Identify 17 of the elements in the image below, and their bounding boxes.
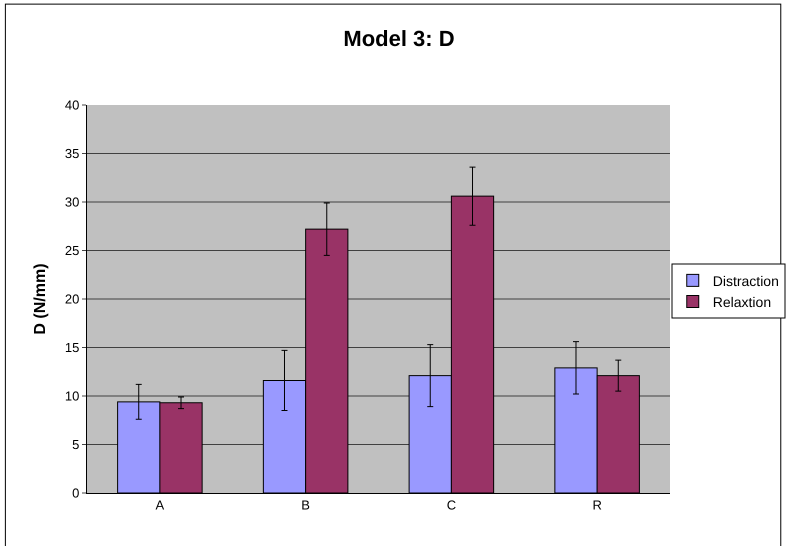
- x-tick-label: R: [592, 498, 602, 513]
- chart-title: Model 3: D: [343, 26, 455, 51]
- y-tick-label: 10: [64, 388, 80, 404]
- y-tick-label: 35: [64, 146, 80, 162]
- x-tick-label: B: [301, 498, 310, 513]
- y-tick-label: 40: [64, 98, 80, 113]
- y-tick-label: 5: [72, 437, 80, 452]
- y-tick-label: 20: [64, 292, 80, 307]
- x-tick-label: C: [446, 498, 456, 513]
- y-tick-label: 15: [64, 340, 80, 356]
- y-tick-label: 25: [64, 243, 80, 258]
- y-axis-title: D (N/mm): [32, 263, 49, 335]
- legend-label: Relaxtion: [712, 294, 772, 310]
- x-tick-label: A: [156, 498, 165, 513]
- y-tick-label: 0: [72, 486, 80, 501]
- legend-label: Distraction: [712, 272, 779, 289]
- y-tick-label: 30: [64, 194, 80, 210]
